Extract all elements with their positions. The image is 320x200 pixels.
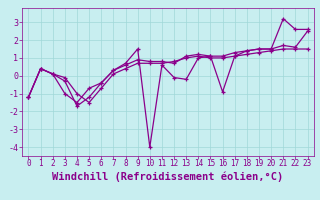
X-axis label: Windchill (Refroidissement éolien,°C): Windchill (Refroidissement éolien,°C) (52, 171, 284, 182)
